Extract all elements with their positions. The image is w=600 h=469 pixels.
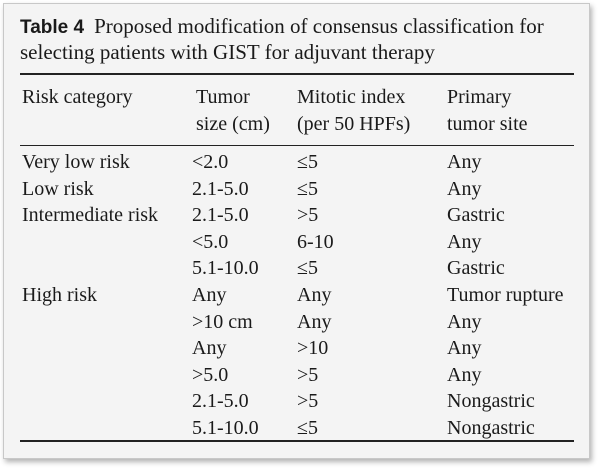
top-rule xyxy=(20,73,574,75)
table-row: Intermediate risk 2.1-5.0 >5 Gastric xyxy=(4,202,591,229)
table-body: Very low risk <2.0 ≤5 Any Low risk 2.1-5.0 ≤5 A… xyxy=(4,149,591,439)
cell-primary-site: Any xyxy=(447,310,482,333)
cell-primary-site: Any xyxy=(447,363,482,386)
table-row: High risk Any Any Tumor rupture xyxy=(4,282,591,309)
cell-primary-site: Any xyxy=(447,177,482,200)
header-tumor-size: Tumor size (cm) xyxy=(192,84,270,137)
table-row: Any >10 Any xyxy=(4,335,591,362)
cell-tumor-size: 2.1-5.0 xyxy=(192,390,249,413)
header-tumor-size-line1: Tumor xyxy=(196,86,250,108)
cell-mitotic-index: Any xyxy=(297,283,332,306)
header-rule xyxy=(20,145,574,146)
header-primary-site-line2: tumor site xyxy=(447,112,528,135)
cell-risk-category: Low risk xyxy=(22,177,94,200)
cell-mitotic-index: >10 xyxy=(297,337,329,360)
header-mitotic-index-line1: Mitotic index xyxy=(297,86,406,108)
header-tumor-size-line2: size (cm) xyxy=(196,112,270,135)
cell-primary-site: Gastric xyxy=(447,204,505,227)
cell-primary-site: Any xyxy=(447,230,482,253)
cell-tumor-size: Any xyxy=(192,283,227,306)
table-row: Very low risk <2.0 ≤5 Any xyxy=(4,149,591,176)
table-caption-text: Proposed modification of consensus class… xyxy=(20,14,544,64)
cell-primary-site: Tumor rupture xyxy=(447,283,564,306)
cell-mitotic-index: >5 xyxy=(297,204,319,227)
table-row: Low risk 2.1-5.0 ≤5 Any xyxy=(4,176,591,203)
cell-mitotic-index: ≤5 xyxy=(297,416,318,439)
cell-mitotic-index: Any xyxy=(297,310,332,333)
bottom-rule xyxy=(20,440,574,442)
cell-primary-site: Nongastric xyxy=(447,390,535,413)
table-number: Table 4 xyxy=(20,17,85,38)
cell-risk-category: Intermediate risk xyxy=(22,204,159,227)
cell-tumor-size: 5.1-10.0 xyxy=(192,257,259,280)
cell-primary-site: Any xyxy=(447,337,482,360)
header-primary-site: Primary tumor site xyxy=(447,84,528,137)
cell-primary-site: Any xyxy=(447,151,482,173)
cell-mitotic-index: >5 xyxy=(297,363,319,386)
table-caption: Table 4 Proposed modification of consensu… xyxy=(20,14,580,65)
table-row: >5.0 >5 Any xyxy=(4,362,591,389)
table-row: <5.0 6-10 Any xyxy=(4,229,591,256)
cell-tumor-size: 2.1-5.0 xyxy=(192,204,249,227)
cell-primary-site: Nongastric xyxy=(447,416,535,439)
cell-risk-category: High risk xyxy=(22,283,97,306)
table-card: Table 4 Proposed modification of consensu… xyxy=(3,3,590,459)
cell-tumor-size: <2.0 xyxy=(192,151,229,173)
cell-tumor-size: 2.1-5.0 xyxy=(192,177,249,200)
cell-tumor-size: >5.0 xyxy=(192,363,229,386)
table-row: 5.1-10.0 ≤5 Gastric xyxy=(4,255,591,282)
cell-primary-site: Gastric xyxy=(447,257,505,280)
header-primary-site-line1: Primary xyxy=(447,86,512,108)
header-mitotic-index: Mitotic index (per 50 HPFs) xyxy=(297,84,410,137)
table-row: >10 cm Any Any xyxy=(4,309,591,336)
cell-risk-category: Very low risk xyxy=(22,151,130,173)
table-row: 2.1-5.0 >5 Nongastric xyxy=(4,388,591,415)
cell-mitotic-index: ≤5 xyxy=(297,151,318,173)
cell-tumor-size: Any xyxy=(192,337,227,360)
header-risk-category: Risk category xyxy=(22,86,133,108)
cell-mitotic-index: 6-10 xyxy=(297,230,334,253)
cell-mitotic-index: >5 xyxy=(297,390,319,413)
header-mitotic-index-line2: (per 50 HPFs) xyxy=(297,112,411,135)
cell-tumor-size: 5.1-10.0 xyxy=(192,416,259,439)
cell-mitotic-index: ≤5 xyxy=(297,177,318,200)
table-row: 5.1-10.0 ≤5 Nongastric xyxy=(4,415,591,442)
cell-tumor-size: >10 cm xyxy=(192,310,253,333)
cell-tumor-size: <5.0 xyxy=(192,230,229,253)
cell-mitotic-index: ≤5 xyxy=(297,257,318,280)
